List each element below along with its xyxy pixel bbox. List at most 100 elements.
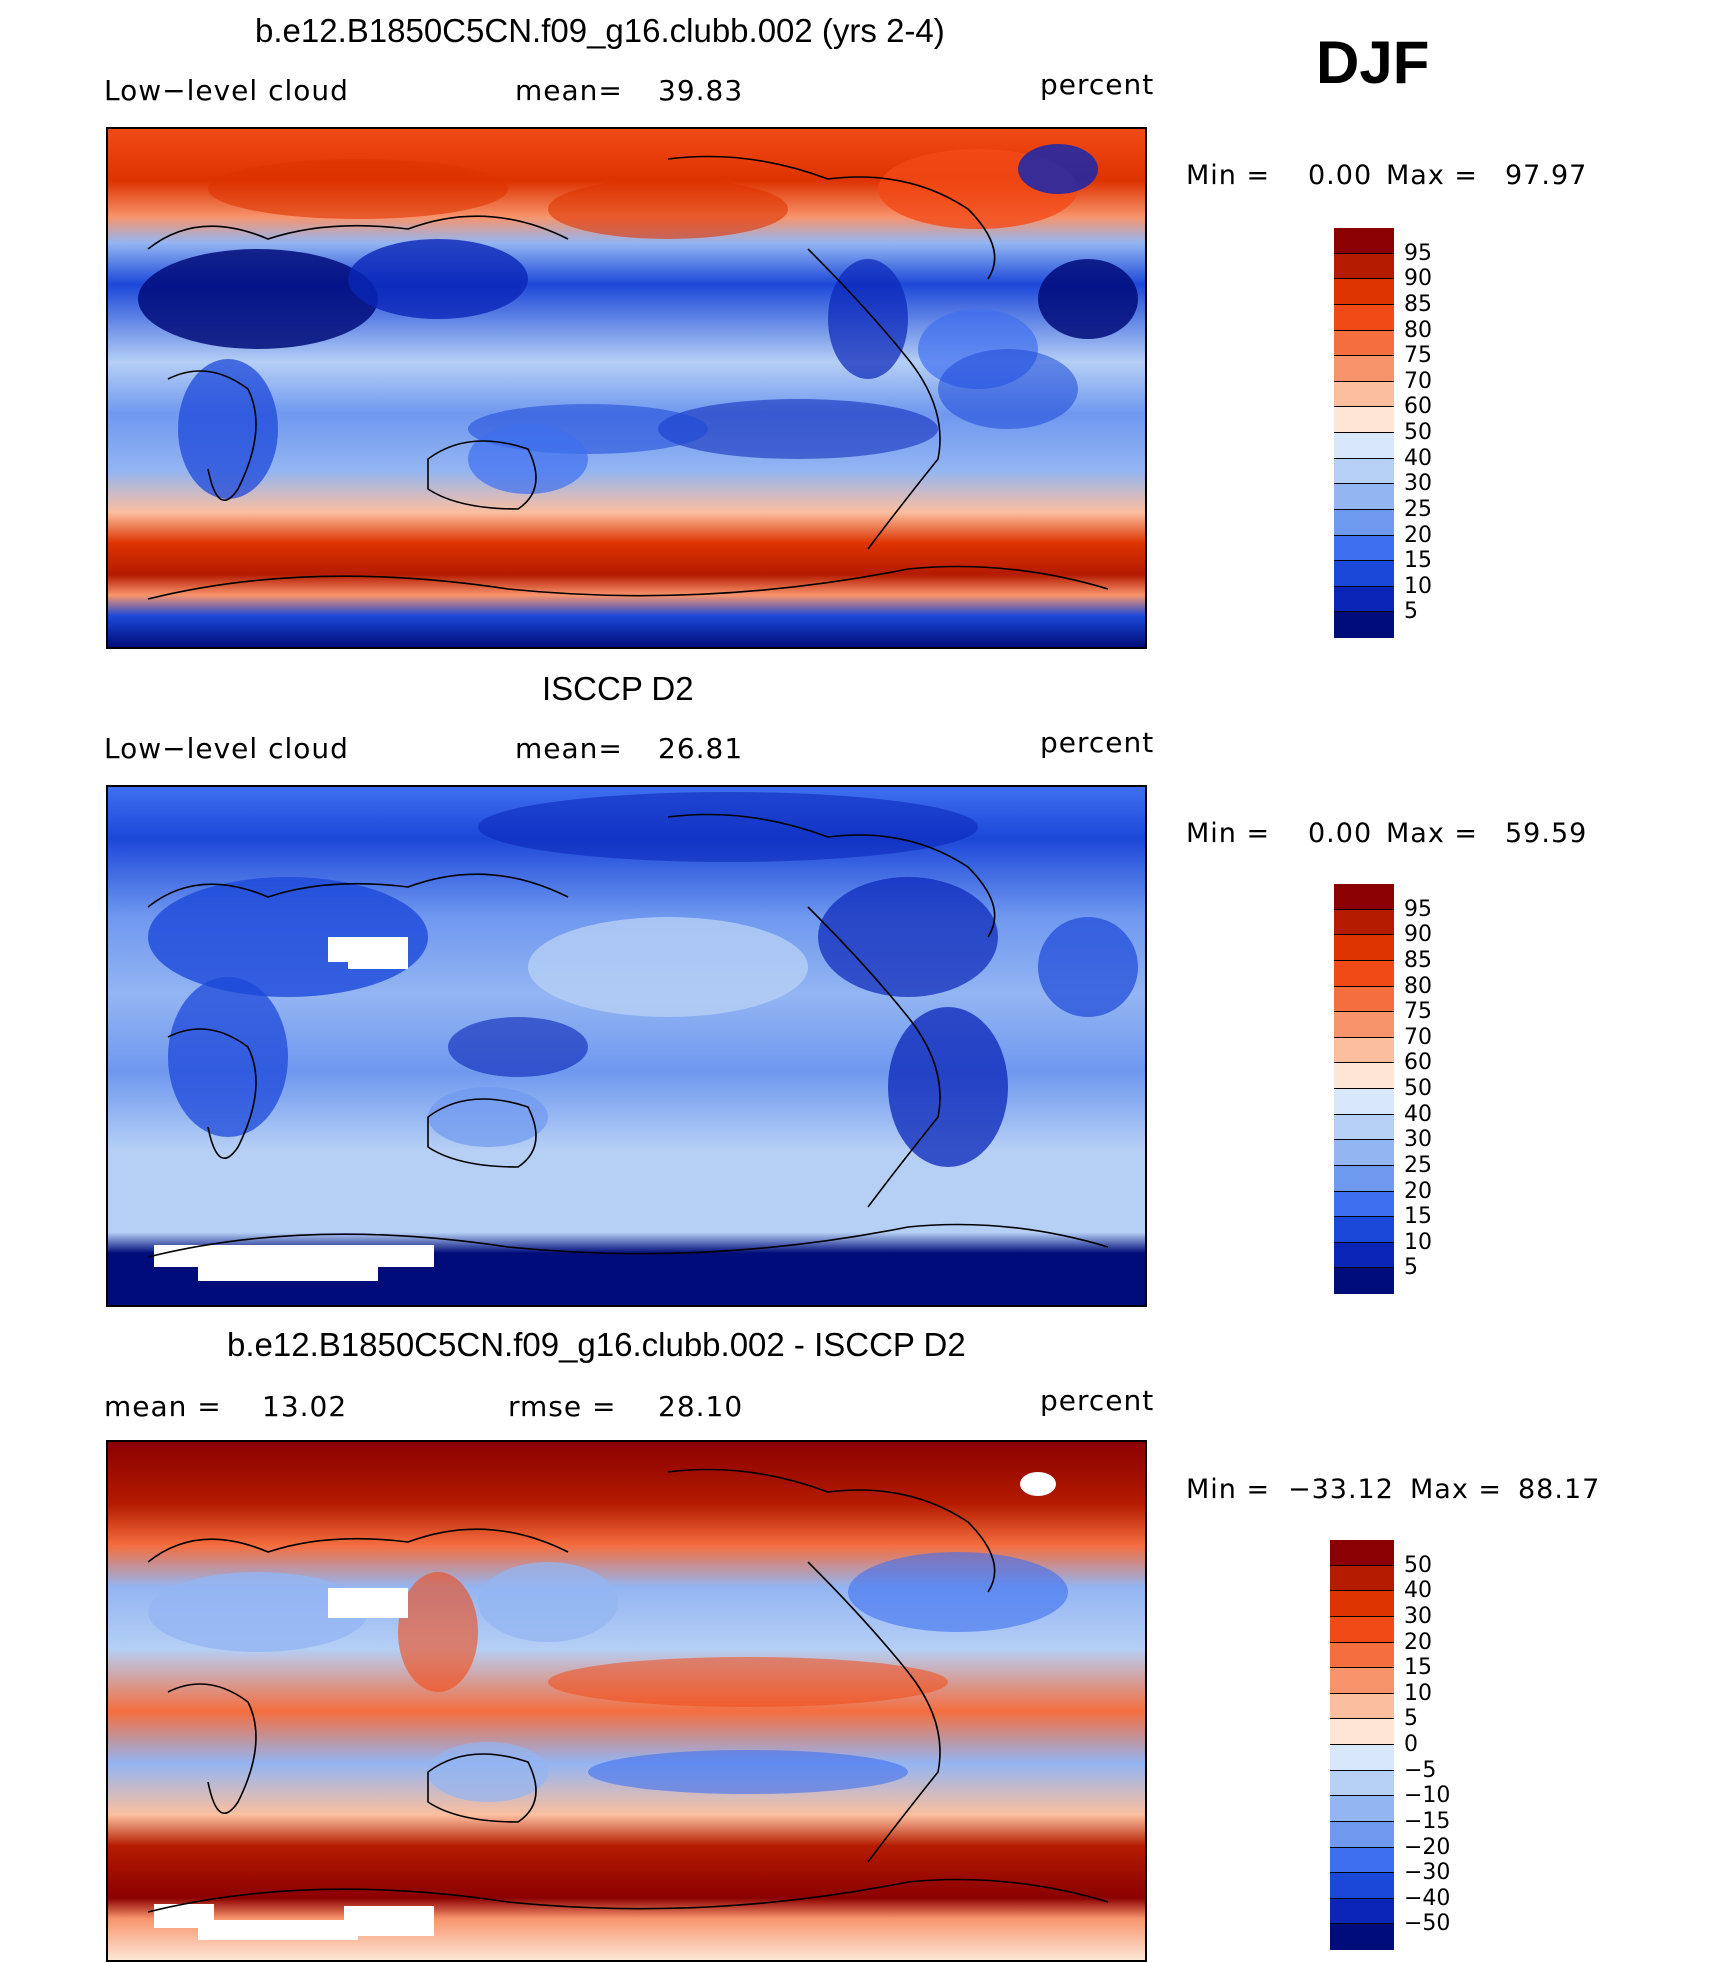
- panel2-max-value: 59.59: [1505, 818, 1588, 849]
- colorbar-tick-label: 20: [1404, 1629, 1432, 1655]
- panel2-map: [106, 785, 1147, 1307]
- colorbar-swatch: [1330, 1924, 1394, 1950]
- colorbar-tick-label: 80: [1404, 973, 1432, 999]
- panel3-rmse-label: rmse =: [508, 1390, 617, 1423]
- colorbar-tick-label: 40: [1404, 1101, 1432, 1127]
- colorbar-swatch: [1334, 986, 1394, 1013]
- colorbar-swatch: [1334, 1114, 1394, 1141]
- colorbar-tick-label: 25: [1404, 1152, 1432, 1178]
- panel1-title: b.e12.B1850C5CN.f09_g16.clubb.002 (yrs 2…: [255, 12, 945, 49]
- colorbar-tick-label: −10: [1404, 1783, 1451, 1809]
- colorbar-swatch: [1334, 909, 1394, 936]
- panel2-variable-label: Low−level cloud: [104, 732, 349, 765]
- colorbar-tick-label: 0: [1404, 1732, 1418, 1757]
- colorbar-swatch: [1330, 1642, 1394, 1669]
- panel1-min-value: 0.00: [1308, 160, 1373, 191]
- colorbar-tick-label: −20: [1404, 1834, 1451, 1860]
- colorbar-tick-label: 10: [1404, 1229, 1432, 1255]
- colorbar-swatch: [1330, 1873, 1394, 1899]
- panel1-units: percent: [1040, 68, 1155, 101]
- colorbar-swatch: [1334, 1242, 1394, 1269]
- colorbar-tick-label: 10: [1404, 1680, 1432, 1706]
- colorbar-swatch: [1330, 1565, 1394, 1592]
- colorbar-swatch: [1330, 1719, 1394, 1745]
- colorbar-swatch: [1334, 612, 1394, 638]
- colorbar-tick-label: 40: [1404, 445, 1432, 471]
- panel2-units: percent: [1040, 726, 1155, 759]
- colorbar-tick-label: −40: [1404, 1885, 1451, 1911]
- colorbar-swatch: [1334, 484, 1394, 510]
- colorbar-tick-label: 95: [1404, 896, 1432, 922]
- colorbar-tick-label: 40: [1404, 1578, 1432, 1604]
- panel3-map-field: [108, 1442, 1145, 1960]
- colorbar-tick-label: 50: [1404, 1552, 1432, 1578]
- colorbar-tick-label: 75: [1404, 999, 1432, 1025]
- colorbar-swatch: [1334, 1140, 1394, 1166]
- colorbar-swatch: [1330, 1591, 1394, 1617]
- panel3-units: percent: [1040, 1384, 1155, 1417]
- panel3-max-value: 88.17: [1518, 1474, 1601, 1505]
- panel3-max-label: Max =: [1410, 1474, 1503, 1505]
- colorbar-tick-label: 75: [1404, 343, 1432, 369]
- colorbar-swatch: [1330, 1847, 1394, 1874]
- colorbar-tick-label: −30: [1404, 1860, 1451, 1886]
- panel3-min-label: Min =: [1186, 1474, 1271, 1505]
- panel2-min-value: 0.00: [1308, 818, 1373, 849]
- colorbar-swatch: [1330, 1616, 1394, 1643]
- colorbar-swatch: [1334, 253, 1394, 280]
- colorbar-tick-label: 15: [1404, 548, 1432, 574]
- colorbar-swatch: [1334, 935, 1394, 961]
- colorbar-swatch: [1334, 535, 1394, 562]
- panel1-min-label: Min =: [1186, 160, 1271, 191]
- colorbar-tick-label: 90: [1404, 266, 1432, 292]
- panel2-map-field: [108, 787, 1145, 1305]
- panel3-rmse-value: 28.10: [658, 1390, 744, 1423]
- colorbar-tick-label: −15: [1404, 1808, 1451, 1834]
- colorbar-tick-label: 25: [1404, 496, 1432, 522]
- colorbar-swatch: [1334, 228, 1394, 254]
- colorbar-swatch: [1330, 1540, 1394, 1566]
- colorbar-tick-label: 70: [1404, 368, 1432, 394]
- panel3-min-value: −33.12: [1288, 1474, 1394, 1505]
- colorbar-swatch: [1334, 458, 1394, 485]
- colorbar-swatch: [1334, 960, 1394, 987]
- colorbar-tick-label: 5: [1404, 1706, 1418, 1732]
- colorbar-swatch: [1330, 1898, 1394, 1925]
- colorbar-swatch: [1334, 1037, 1394, 1064]
- colorbar-swatch: [1334, 509, 1394, 536]
- colorbar-tick-label: 30: [1404, 471, 1432, 497]
- colorbar-swatch: [1334, 1268, 1394, 1294]
- colorbar-swatch: [1334, 330, 1394, 357]
- colorbar-swatch: [1334, 1089, 1394, 1115]
- colorbar-tick-label: 95: [1404, 240, 1432, 266]
- colorbar-tick-label: 30: [1404, 1603, 1432, 1629]
- colorbar-tick-label: 80: [1404, 317, 1432, 343]
- colorbar-swatch: [1330, 1821, 1394, 1848]
- colorbar-swatch: [1330, 1796, 1394, 1822]
- panel3-colorbar: 50 40 30 20 15 10 5 0 −5 −10 −15 −20 −30 −40 −50: [1330, 1540, 1450, 1950]
- colorbar-swatch: [1334, 561, 1394, 587]
- panel1-max-value: 97.97: [1505, 160, 1588, 191]
- colorbar-tick-label: 5: [1404, 599, 1418, 625]
- colorbar-tick-label: 30: [1404, 1127, 1432, 1153]
- panel3-title: b.e12.B1850C5CN.f09_g16.clubb.002 - ISCC…: [227, 1326, 966, 1363]
- panel1-mean-value: 39.83: [658, 74, 744, 107]
- colorbar-tick-label: 5: [1404, 1255, 1418, 1281]
- panel2-max-label: Max =: [1386, 818, 1479, 849]
- colorbar-swatch: [1334, 381, 1394, 408]
- panel1-max-label: Max =: [1386, 160, 1479, 191]
- panel1-mean-label: mean=: [515, 74, 623, 107]
- colorbar-tick-label: 15: [1404, 1204, 1432, 1230]
- colorbar-swatch: [1330, 1668, 1394, 1694]
- colorbar-swatch: [1334, 1191, 1394, 1218]
- colorbar-swatch: [1334, 279, 1394, 305]
- colorbar-swatch: [1334, 356, 1394, 382]
- colorbar-tick-label: 50: [1404, 1076, 1432, 1101]
- colorbar-tick-label: 20: [1404, 522, 1432, 548]
- colorbar-tick-label: 85: [1404, 947, 1432, 973]
- panel1-variable-label: Low−level cloud: [104, 74, 349, 107]
- colorbar-tick-label: 85: [1404, 291, 1432, 317]
- colorbar-swatch: [1330, 1693, 1394, 1720]
- colorbar-swatch: [1334, 586, 1394, 613]
- panel2-mean-value: 26.81: [658, 732, 744, 765]
